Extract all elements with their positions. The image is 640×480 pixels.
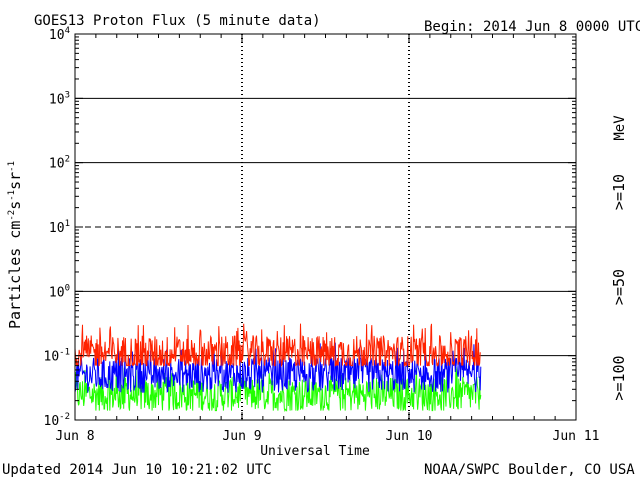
series-line-1 — [74, 342, 482, 393]
legend-ge100: >=100 — [610, 355, 628, 400]
y-tick-base: 10 — [49, 221, 65, 236]
y-tick-label-1e-1: 10-1 — [44, 348, 71, 365]
begin-time: Begin: 2014 Jun 8 0000 UTC — [424, 19, 640, 35]
y-tick-exp: 4 — [65, 26, 70, 36]
x-tick-label-2: Jun 10 — [386, 429, 433, 444]
y-tick-base: 10 — [49, 285, 65, 300]
x-axis-tick-labels: Jun 8 Jun 9 Jun 10 Jun 11 — [55, 34, 599, 444]
y-tick-label-1e4: 104 — [49, 26, 70, 43]
x-tick-label-1: Jun 9 — [222, 429, 261, 444]
y-tick-base: 10 — [44, 414, 60, 429]
x-axis-label: Universal Time — [260, 444, 370, 459]
y-tick-exp: 3 — [65, 90, 70, 100]
y-label-exp-1: -2 — [7, 210, 17, 221]
x-tick-label-0: Jun 8 — [55, 429, 94, 444]
chart-title: GOES13 Proton Flux (5 minute data) — [34, 13, 321, 29]
grid-lines — [75, 34, 576, 420]
y-tick-exp: 2 — [65, 155, 70, 165]
y-tick-label-1e0: 100 — [49, 283, 70, 300]
x-tick-label-3: Jun 11 — [553, 429, 600, 444]
y-tick-label-1e2: 102 — [49, 155, 70, 172]
y-tick-exp: 1 — [65, 219, 70, 229]
energy-unit-label: MeV — [612, 115, 628, 141]
y-axis-label: Particles cm-2s-1sr-1 — [6, 161, 24, 329]
y-tick-base: 10 — [49, 157, 65, 172]
y-label-exp-2: -1 — [7, 190, 17, 201]
y-tick-label-1e3: 103 — [49, 90, 70, 107]
legend-ge10: >=10 — [610, 174, 628, 210]
credit-text: NOAA/SWPC Boulder, CO USA — [424, 462, 635, 478]
updated-timestamp: Updated 2014 Jun 10 10:21:02 UTC — [2, 462, 272, 478]
y-label-part-2: s — [6, 201, 24, 210]
y-tick-exp: -1 — [59, 348, 70, 358]
y-tick-label-1e1: 101 — [49, 219, 70, 236]
y-label-part-1: Particles cm — [6, 221, 24, 329]
series-line-0 — [74, 323, 481, 368]
y-tick-base: 10 — [49, 92, 65, 107]
y-tick-exp: -2 — [59, 412, 70, 422]
y-label-exp-3: -1 — [7, 161, 17, 172]
y-label-part-3: sr — [6, 172, 24, 190]
y-tick-base: 10 — [44, 350, 60, 365]
data-series — [74, 323, 482, 413]
legend-ge50: >=50 — [610, 269, 628, 305]
y-tick-label-1e-2: 10-2 — [44, 412, 71, 429]
svg-text:Particles cm-2s-1sr-1: Particles cm-2s-1sr-1 — [6, 161, 24, 329]
y-tick-base: 10 — [49, 28, 65, 43]
y-tick-exp: 0 — [65, 283, 70, 293]
